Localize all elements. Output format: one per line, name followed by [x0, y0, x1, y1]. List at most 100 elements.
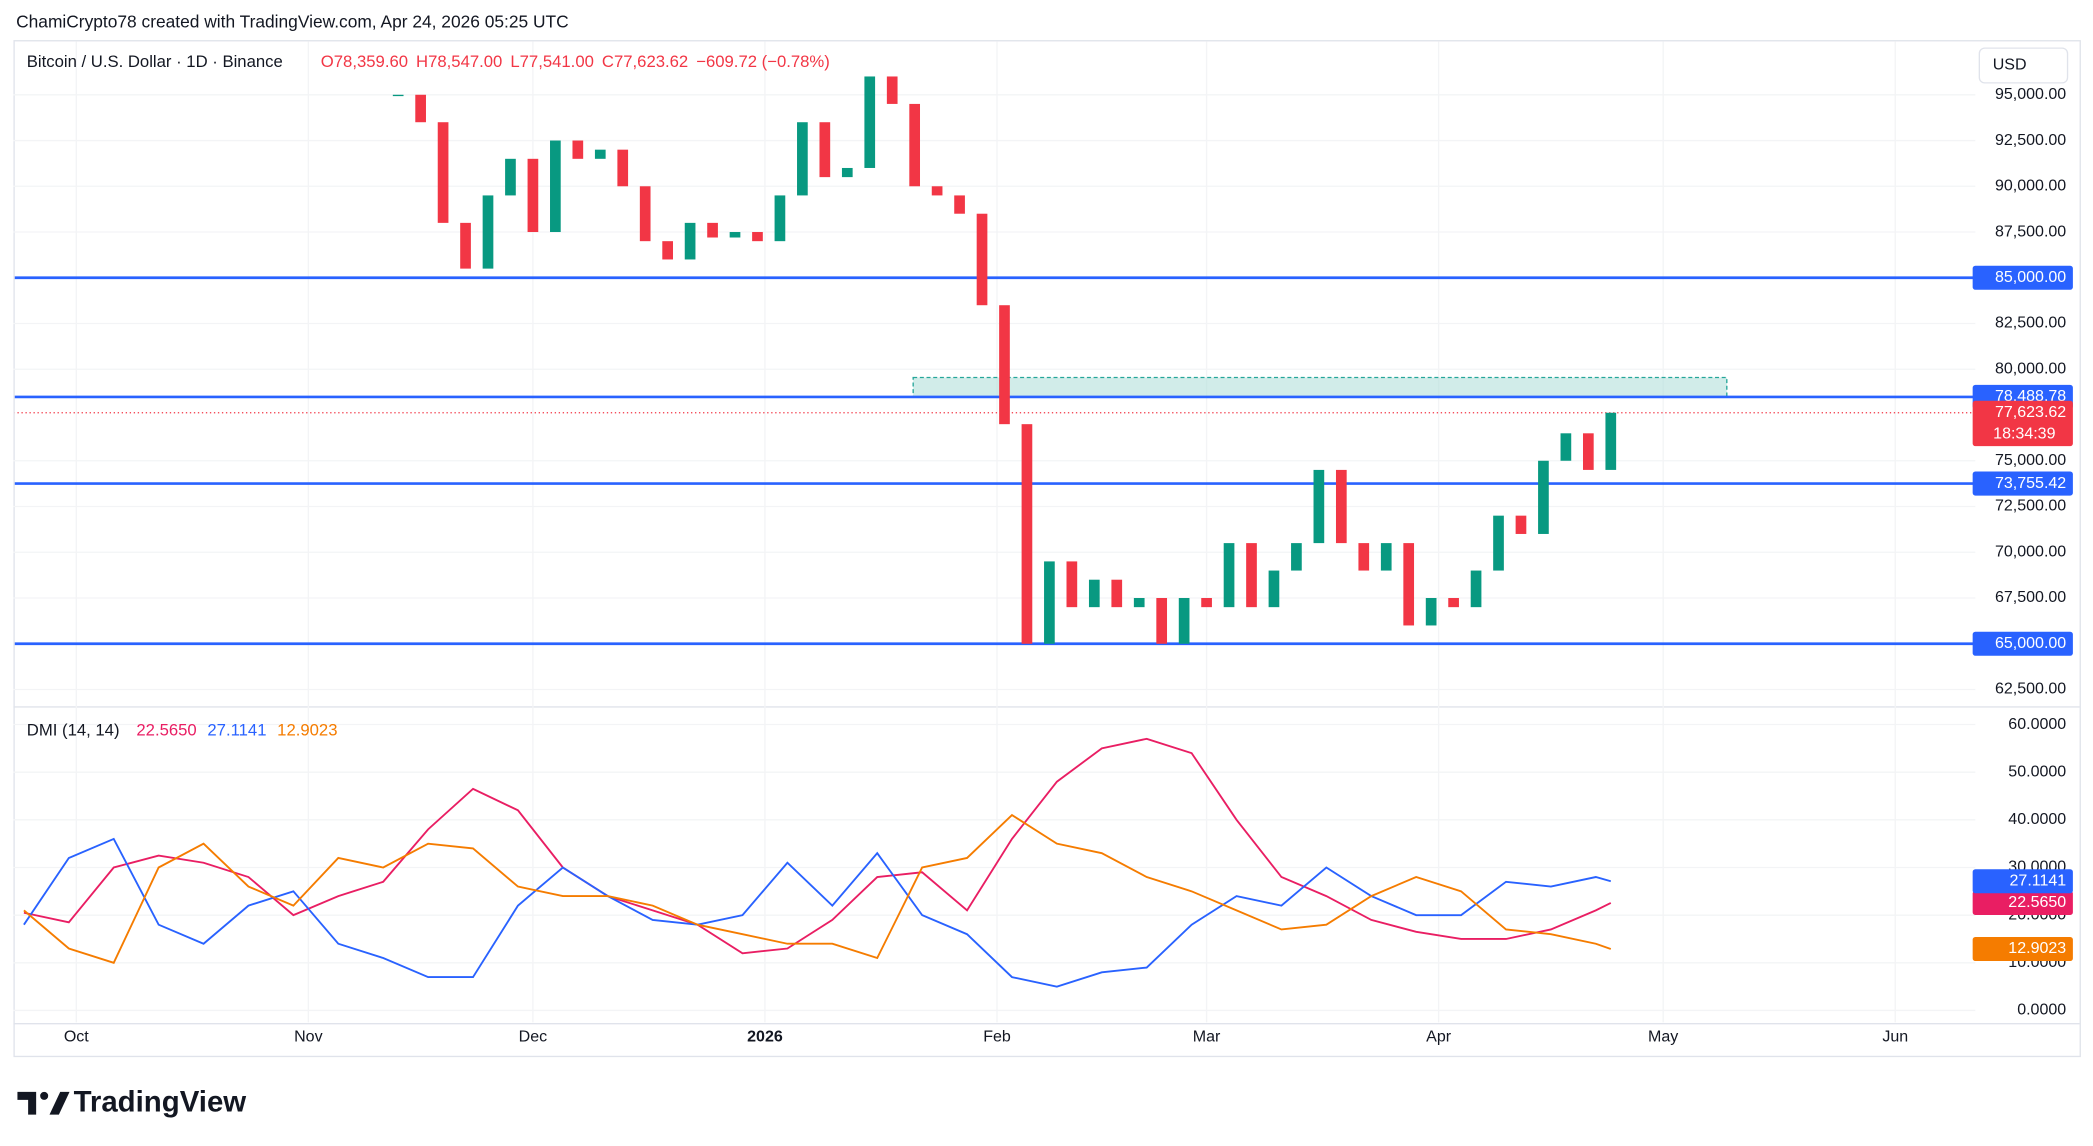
dmi-value-label: 22.5650 — [2008, 893, 2066, 911]
y-tick-label: 50.0000 — [2008, 762, 2066, 780]
countdown: 18:34:39 — [1993, 424, 2055, 442]
dmi-grid — [13, 723, 1976, 1012]
y-tick-label: 40.0000 — [2008, 810, 2066, 828]
candle — [1560, 433, 1572, 461]
x-tick-label: Nov — [294, 1027, 322, 1045]
legend-entry: 22.5650 — [136, 720, 196, 739]
dmi-value-bg — [1972, 936, 2073, 962]
candle — [392, 94, 404, 97]
candle — [1538, 460, 1549, 534]
candle — [1605, 412, 1617, 470]
candle — [617, 149, 629, 187]
candle — [482, 195, 494, 269]
level-label-bg — [1972, 265, 2073, 290]
y-tick-label: 82,500.00 — [1995, 314, 2066, 332]
candle — [841, 167, 853, 178]
candle — [707, 222, 718, 238]
x-tick-label: 2026 — [747, 1027, 783, 1045]
dmi-pane — [23, 737, 1612, 988]
last-price-bg — [1972, 400, 2073, 447]
y-tick-label: 90,000.00 — [1995, 177, 2066, 195]
candle — [1313, 469, 1325, 544]
x-tick-label: Dec — [519, 1027, 547, 1045]
y-tick-label: 60.0000 — [2008, 715, 2066, 733]
candle — [752, 232, 763, 242]
ohlc-value: L77,541.00 — [510, 52, 594, 71]
dmi-value-label: 12.9023 — [2008, 939, 2066, 957]
candle — [1201, 598, 1212, 608]
candle — [797, 122, 808, 196]
candle — [1044, 561, 1055, 644]
candle — [1515, 515, 1527, 534]
candle — [909, 103, 921, 187]
candle — [1111, 579, 1123, 608]
level-label: 78,488.78 — [1995, 387, 2066, 405]
x-tick-label: Jun — [1882, 1027, 1908, 1045]
y-tick-label: 92,500.00 — [1995, 131, 2066, 149]
tradingview-logo: TradingView — [17, 1086, 246, 1119]
candle — [729, 232, 741, 238]
candle — [886, 76, 898, 104]
candle — [1380, 543, 1392, 571]
symbol-title: Bitcoin / U.S. Dollar · 1D · Binance — [27, 52, 283, 71]
level-label-bg — [1972, 471, 2073, 496]
x-tick-label: Oct — [64, 1027, 89, 1045]
candle — [976, 213, 988, 306]
logo-text: TradingView — [74, 1086, 247, 1119]
candle — [1268, 570, 1280, 608]
candle — [819, 122, 831, 178]
dmi-line — [23, 737, 1612, 955]
candle — [639, 186, 651, 242]
candle — [1178, 598, 1190, 644]
legend-entry: 27.1141 — [207, 720, 266, 739]
candle — [1425, 598, 1437, 626]
candle — [1088, 579, 1100, 608]
candle — [1291, 543, 1302, 571]
candle — [1223, 543, 1235, 608]
level-label: 73,755.42 — [1995, 474, 2066, 492]
legend-entry: 12.9023 — [277, 720, 337, 739]
candle — [1335, 469, 1347, 544]
candle — [864, 76, 876, 168]
candle — [774, 195, 786, 242]
currency[interactable]: USD — [1993, 56, 2027, 74]
dmi-title: DMI (14, 14) — [27, 720, 120, 739]
candle — [1358, 543, 1370, 571]
ohlc-value: O78,359.60 — [321, 52, 408, 71]
candle — [1470, 570, 1482, 608]
candle — [1066, 561, 1078, 608]
y-tick-label: 70,000.00 — [1995, 542, 2066, 560]
candle — [437, 122, 449, 223]
candle — [1403, 543, 1415, 626]
level-label: 85,000.00 — [1995, 268, 2066, 286]
candle — [1021, 424, 1033, 644]
y-tick-label: 95,000.00 — [1995, 85, 2066, 103]
y-tick-label: 80,000.00 — [1995, 359, 2066, 377]
y-tick-label: 87,500.00 — [1995, 222, 2066, 240]
candle — [594, 149, 606, 159]
dmi-line — [23, 813, 1612, 964]
ohlc-value: C77,623.62 — [602, 52, 688, 71]
candle — [572, 140, 584, 159]
candle — [662, 241, 673, 260]
zone — [912, 376, 1728, 398]
x-tick-label: May — [1648, 1027, 1678, 1045]
logo-mark — [17, 1091, 37, 1115]
candle — [527, 158, 539, 233]
currency-button[interactable] — [1978, 47, 2069, 84]
dmi-value-bg — [1972, 890, 2073, 915]
candle — [954, 195, 965, 214]
x-tick-label: Apr — [1426, 1027, 1452, 1045]
candle — [999, 305, 1010, 425]
ohlc-value: −609.72 (−0.78%) — [696, 52, 830, 71]
ohlc-legend: O78,359.60 H78,547.00 L77,541.00 C77,623.62… — [321, 52, 830, 71]
y-tick-label: 0.0000 — [2017, 1001, 2066, 1019]
y-tick-label: 67,500.00 — [1995, 588, 2066, 606]
dmi-value-label: 27.1141 — [2010, 871, 2067, 889]
candle — [684, 222, 696, 260]
candle — [1448, 598, 1459, 608]
logo-mark — [40, 1091, 49, 1100]
dmi-value-bg — [1972, 869, 2073, 894]
